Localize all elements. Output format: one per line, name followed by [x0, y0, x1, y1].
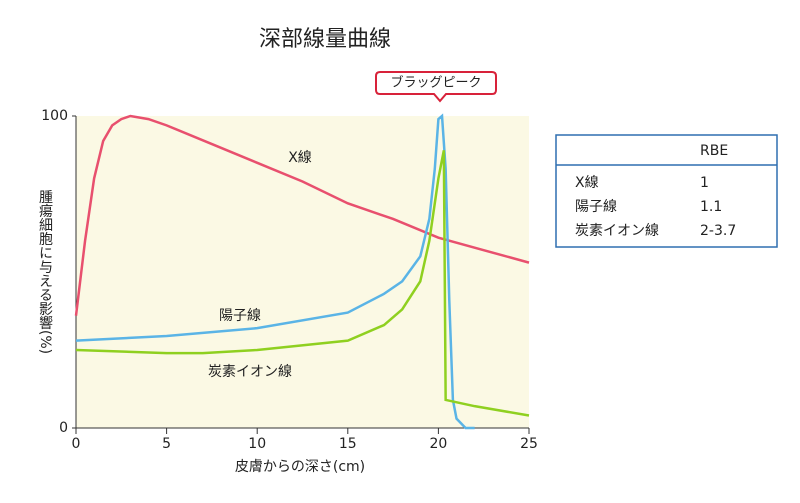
y-axis-label: 腫瘍細胞に与える影響(%)	[37, 190, 53, 354]
table-row-label: 陽子線	[575, 199, 617, 215]
data-line	[75, 150, 530, 417]
table-value: 1.1	[700, 199, 722, 215]
data-line	[74, 114, 530, 316]
table-value: 2-3.7	[700, 223, 736, 239]
table-value: 1	[700, 175, 709, 191]
plot-area	[76, 116, 529, 428]
series-label: 陽子線	[219, 308, 261, 324]
table-row-label: X線	[575, 175, 599, 191]
callout: ブラッグピーク	[375, 71, 497, 103]
x-tick-label: 15	[339, 436, 357, 452]
table-header: RBE	[700, 143, 728, 159]
series-label: X線	[288, 150, 312, 166]
x-tick-label: 20	[429, 436, 447, 452]
table-border	[555, 134, 778, 248]
x-tick-label: 25	[520, 436, 538, 452]
chart-title: 深部線量曲線	[259, 27, 391, 52]
y-tick-label: 100	[41, 108, 68, 124]
series-label: 炭素イオン線	[208, 364, 292, 380]
x-axis-label: 皮膚からの深さ(cm)	[235, 459, 365, 475]
x-tick-label: 0	[72, 436, 81, 452]
table-row-label: 炭素イオン線	[575, 223, 659, 239]
callout-box	[375, 71, 497, 103]
data-line	[75, 113, 475, 430]
callout-text: ブラッグピーク	[390, 75, 481, 91]
x-tick-label: 5	[162, 436, 171, 452]
y-tick-label: 0	[59, 420, 68, 436]
rbe-table: RBE X線 1 陽子線 1.1 炭素イオン線 2-3.7	[555, 134, 778, 248]
x-tick-label: 10	[248, 436, 266, 452]
